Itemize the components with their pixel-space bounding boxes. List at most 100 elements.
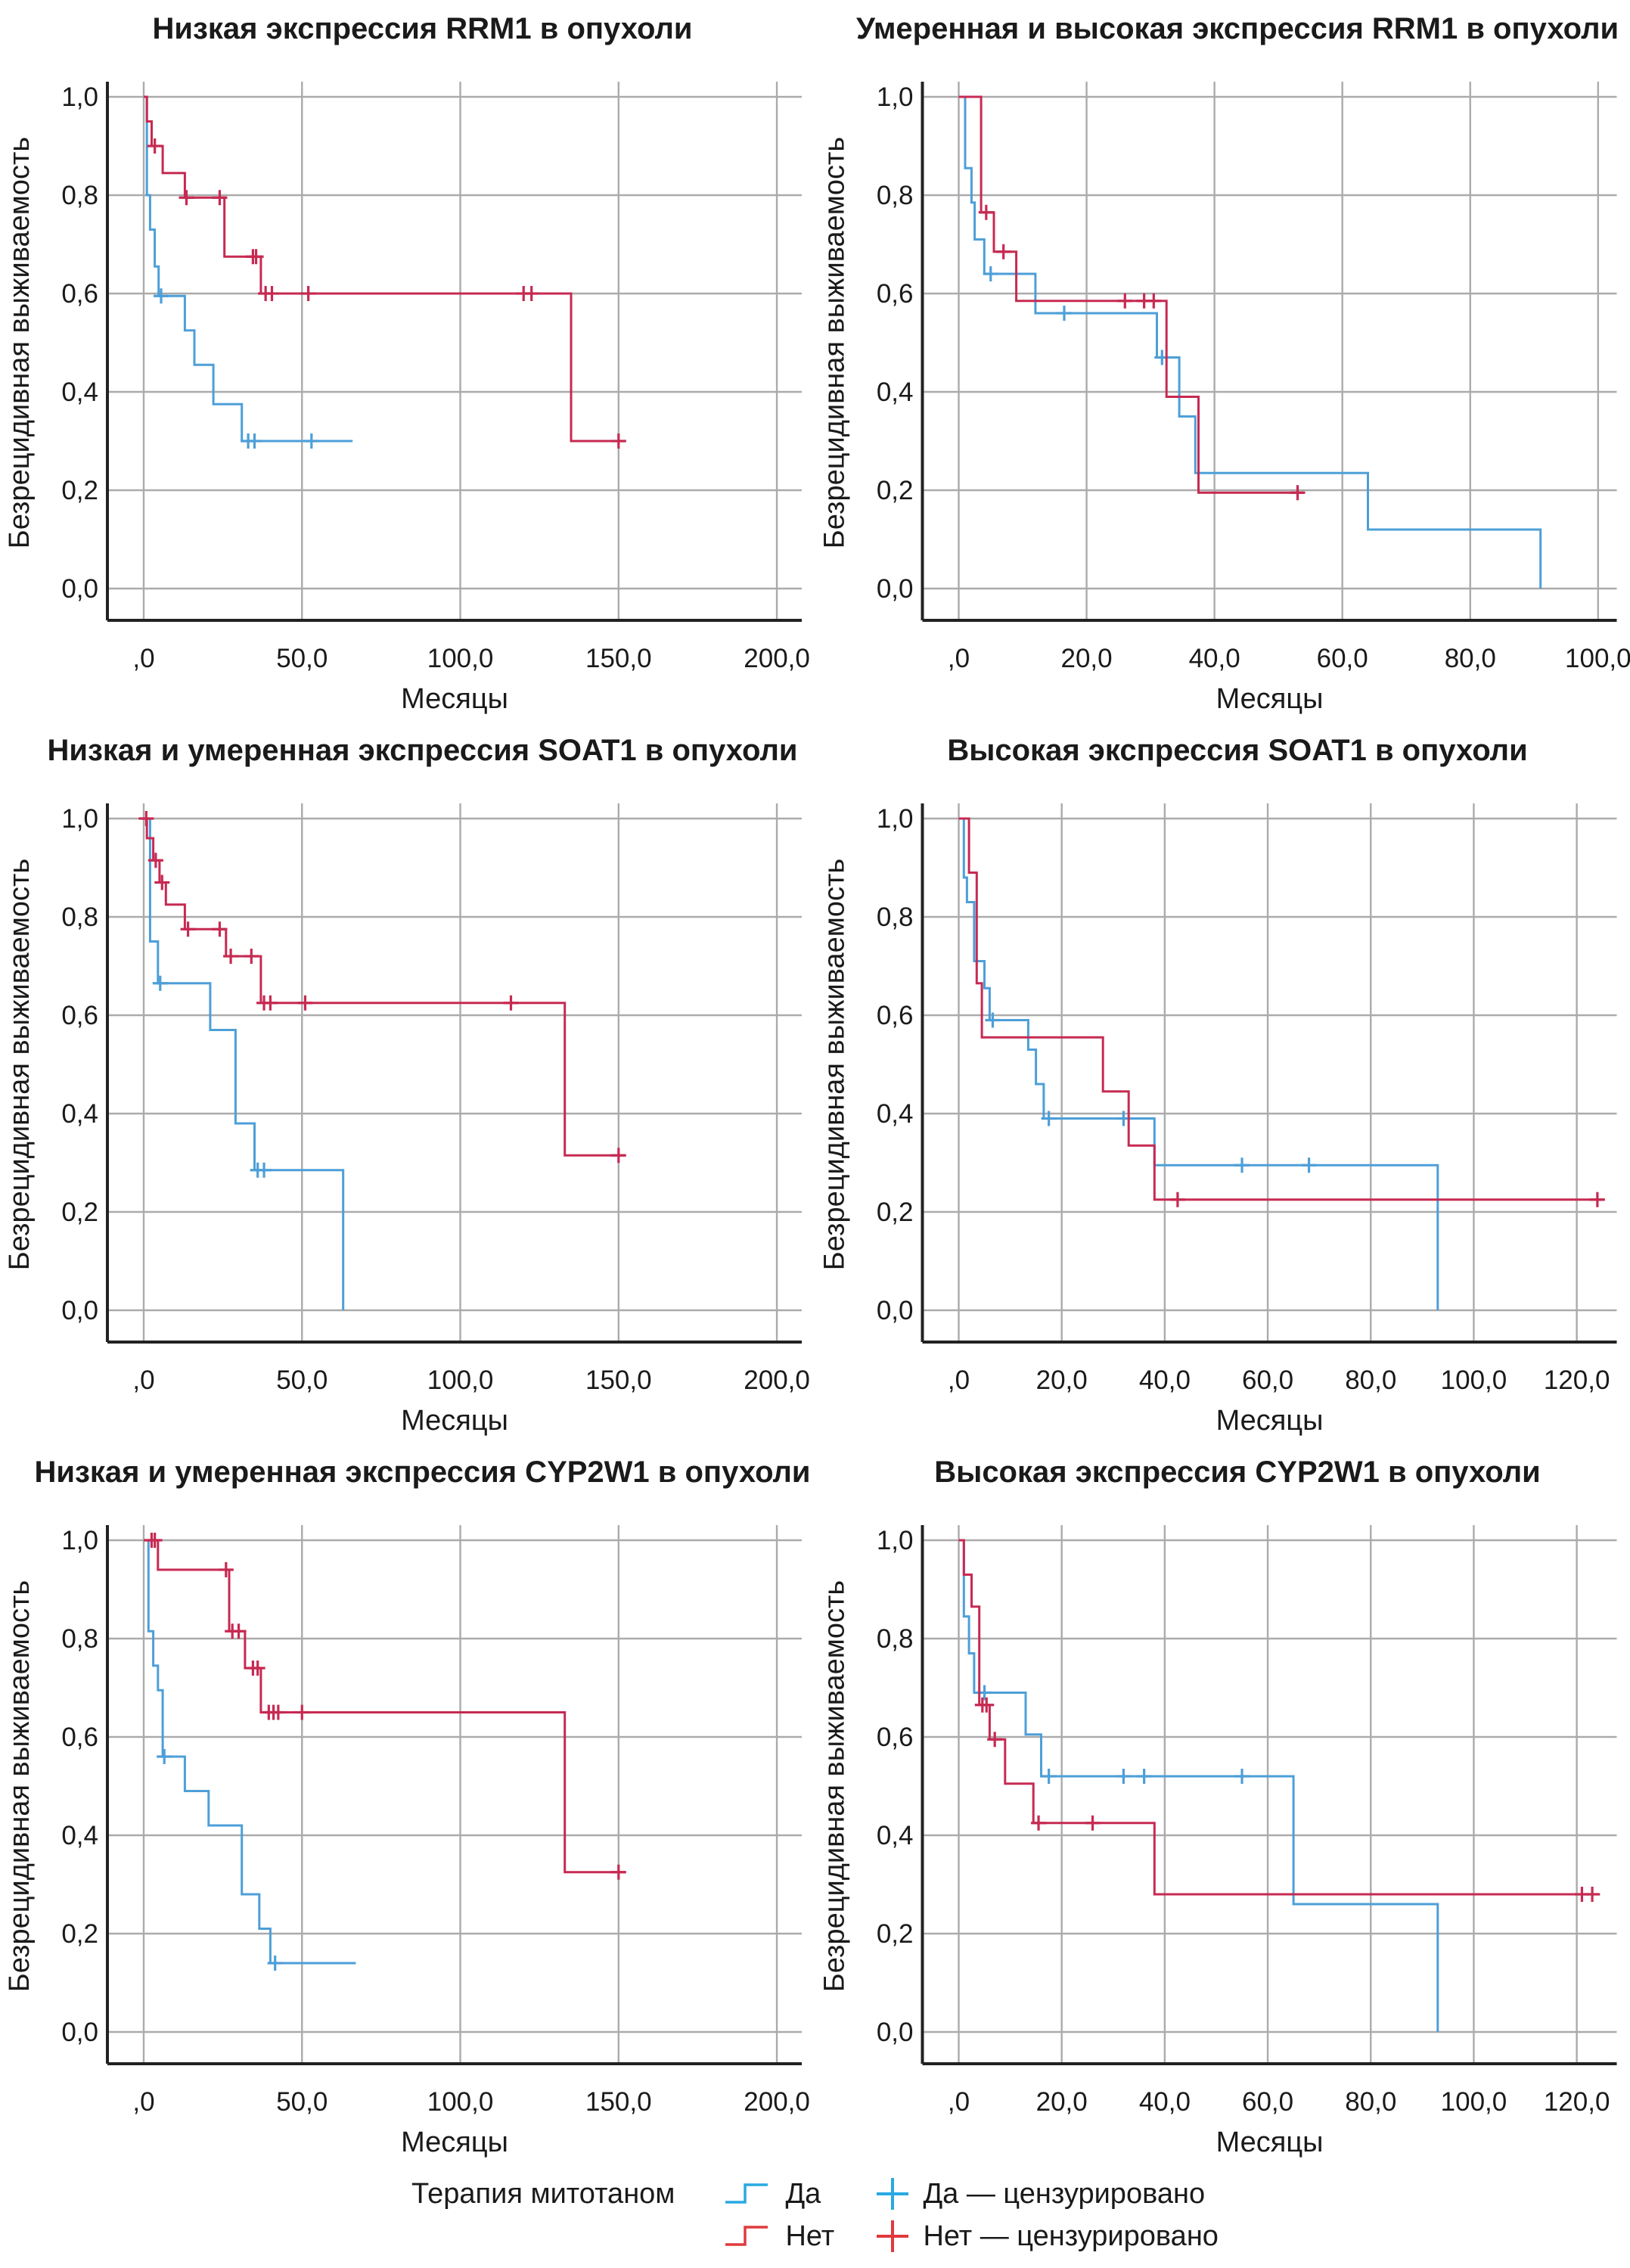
svg-text:Месяцы: Месяцы <box>1216 2127 1324 2158</box>
legend-title: Терапия митотаном <box>411 2178 675 2210</box>
censored-plus-no-icon <box>877 2220 909 2252</box>
svg-text:150,0: 150,0 <box>585 2087 652 2117</box>
km-plot: 0,0 0,2 0,4 0,6 0,8 1,0 ,0 50,0 100,0 150,0 200,0 М… <box>4 1525 810 2158</box>
legend-label-no: Нет <box>785 2220 835 2252</box>
svg-text:Месяцы: Месяцы <box>401 2127 508 2158</box>
svg-text:,0: ,0 <box>132 2087 154 2117</box>
km-plot: 0,0 0,2 0,4 0,6 0,8 1,0 ,0 20,0 40,0 60,0 80,0 100,… <box>819 82 1630 715</box>
svg-text:Месяцы: Месяцы <box>401 683 508 715</box>
svg-text:Безрецидивная выживаемость: Безрецидивная выживаемость <box>4 137 36 548</box>
legend-label-no-censored: Нет — цензурировано <box>923 2220 1219 2252</box>
chart-title: Умеренная и высокая экспрессия RRM1 в оп… <box>855 12 1619 45</box>
svg-text:1,0: 1,0 <box>877 804 914 834</box>
svg-text:0,6: 0,6 <box>877 1723 914 1752</box>
svg-text:60,0: 60,0 <box>1242 1365 1293 1395</box>
svg-text:Безрецидивная выживаемость: Безрецидивная выживаемость <box>4 859 36 1270</box>
svg-text:,0: ,0 <box>132 644 154 673</box>
svg-text:0,2: 0,2 <box>877 1919 914 1949</box>
svg-text:0,0: 0,0 <box>877 574 914 604</box>
step-line-no-icon <box>725 2226 768 2246</box>
svg-text:20,0: 20,0 <box>1036 1365 1088 1395</box>
svg-text:40,0: 40,0 <box>1189 644 1240 673</box>
km-chart-cyp2w1-low: Низкая и умеренная экспрессия CYP2W1 в о… <box>0 1443 815 2165</box>
svg-text:20,0: 20,0 <box>1036 2087 1088 2117</box>
svg-text:1,0: 1,0 <box>61 804 98 834</box>
svg-text:0,0: 0,0 <box>877 2018 914 2047</box>
svg-text:200,0: 200,0 <box>744 644 810 673</box>
svg-text:0,4: 0,4 <box>61 1099 98 1129</box>
figure-grid: Низкая экспрессия RRM1 в опухоли 0,0 0,2 0… <box>0 0 1630 2165</box>
km-plot: 0,0 0,2 0,4 0,6 0,8 1,0 ,0 50,0 100,0 150,0 200,0 М… <box>4 803 810 1437</box>
km-plot: 0,0 0,2 0,4 0,6 0,8 1,0 ,0 20,0 40,0 60,0 80,0 100,… <box>819 1525 1617 2158</box>
svg-text:Безрецидивная выживаемость: Безрецидивная выживаемость <box>4 1580 36 1992</box>
svg-text:100,0: 100,0 <box>1565 644 1630 673</box>
legend: Терапия митотаном Да Да — цензурировано … <box>0 2165 1630 2268</box>
svg-text:0,0: 0,0 <box>61 1296 98 1325</box>
legend-rows: Да Да — цензурировано Нет Нет — цензурир… <box>723 2176 1219 2254</box>
svg-text:,0: ,0 <box>132 1365 154 1395</box>
chart-title: Низкая и умеренная экспрессия SOAT1 в оп… <box>47 734 798 767</box>
censored-plus-yes-icon <box>877 2178 909 2210</box>
svg-text:0,8: 0,8 <box>877 1624 914 1654</box>
svg-text:120,0: 120,0 <box>1544 1365 1610 1395</box>
chart-title: Низкая экспрессия RRM1 в опухоли <box>152 12 693 45</box>
svg-text:0,6: 0,6 <box>877 279 914 309</box>
km-plot: 0,0 0,2 0,4 0,6 0,8 1,0 ,0 50,0 100,0 150,0 200,0 М… <box>4 82 810 715</box>
svg-text:0,8: 0,8 <box>61 903 98 932</box>
svg-text:0,2: 0,2 <box>61 476 98 505</box>
svg-text:0,0: 0,0 <box>61 2018 98 2047</box>
svg-text:80,0: 80,0 <box>1345 1365 1396 1395</box>
legend-label-yes: Да <box>785 2177 821 2210</box>
svg-text:0,0: 0,0 <box>61 574 98 604</box>
svg-text:40,0: 40,0 <box>1139 2087 1191 2117</box>
chart-title: Высокая экспрессия CYP2W1 в опухоли <box>934 1456 1541 1489</box>
svg-text:0,6: 0,6 <box>877 1001 914 1030</box>
svg-text:0,2: 0,2 <box>61 1919 98 1949</box>
svg-text:0,0: 0,0 <box>877 1296 914 1325</box>
svg-text:80,0: 80,0 <box>1345 2087 1396 2117</box>
svg-text:0,6: 0,6 <box>61 1001 98 1030</box>
svg-text:Месяцы: Месяцы <box>1216 1405 1324 1437</box>
svg-text:0,4: 0,4 <box>877 377 914 407</box>
svg-text:0,2: 0,2 <box>877 476 914 505</box>
svg-text:80,0: 80,0 <box>1445 644 1496 673</box>
legend-label-yes-censored: Да — цензурировано <box>923 2177 1206 2210</box>
svg-text:100,0: 100,0 <box>427 644 494 673</box>
svg-text:0,8: 0,8 <box>877 181 914 210</box>
svg-text:0,8: 0,8 <box>61 1624 98 1654</box>
svg-text:0,4: 0,4 <box>877 1099 914 1129</box>
legend-item-no: Нет Нет — цензурировано <box>723 2218 1219 2254</box>
km-chart-rrm1-high: Умеренная и высокая экспрессия RRM1 в оп… <box>815 0 1630 722</box>
svg-text:0,6: 0,6 <box>61 279 98 309</box>
svg-text:,0: ,0 <box>948 644 970 673</box>
svg-text:50,0: 50,0 <box>276 1365 328 1395</box>
step-line-yes-icon <box>725 2183 768 2204</box>
km-plot: 0,0 0,2 0,4 0,6 0,8 1,0 ,0 20,0 40,0 60,0 80,0 100,… <box>819 803 1617 1437</box>
svg-text:100,0: 100,0 <box>427 2087 494 2117</box>
svg-text:120,0: 120,0 <box>1544 2087 1610 2117</box>
km-chart-soat1-low: Низкая и умеренная экспрессия SOAT1 в оп… <box>0 722 815 1443</box>
svg-text:1,0: 1,0 <box>61 82 98 112</box>
svg-text:0,2: 0,2 <box>877 1198 914 1227</box>
chart-title: Низкая и умеренная экспрессия CYP2W1 в о… <box>34 1456 811 1489</box>
svg-text:Безрецидивная выживаемость: Безрецидивная выживаемость <box>819 1580 851 1992</box>
svg-text:Месяцы: Месяцы <box>1216 683 1324 715</box>
svg-text:150,0: 150,0 <box>585 1365 652 1395</box>
km-chart-soat1-high: Высокая экспрессия SOAT1 в опухоли 0,0 0,… <box>815 722 1630 1443</box>
svg-text:Безрецидивная выживаемость: Безрецидивная выживаемость <box>819 137 851 548</box>
svg-text:0,8: 0,8 <box>877 903 914 932</box>
svg-text:0,8: 0,8 <box>61 181 98 210</box>
svg-text:40,0: 40,0 <box>1139 1365 1191 1395</box>
svg-text:200,0: 200,0 <box>744 1365 810 1395</box>
svg-text:0,6: 0,6 <box>61 1723 98 1752</box>
svg-text:Безрецидивная выживаемость: Безрецидивная выживаемость <box>819 859 851 1270</box>
svg-text:200,0: 200,0 <box>744 2087 810 2117</box>
svg-text:,0: ,0 <box>948 1365 970 1395</box>
svg-text:1,0: 1,0 <box>877 82 914 112</box>
svg-text:0,4: 0,4 <box>61 377 98 407</box>
svg-text:100,0: 100,0 <box>1441 2087 1507 2117</box>
svg-text:0,4: 0,4 <box>877 1821 914 1850</box>
svg-text:150,0: 150,0 <box>585 644 652 673</box>
svg-text:Месяцы: Месяцы <box>401 1405 508 1437</box>
